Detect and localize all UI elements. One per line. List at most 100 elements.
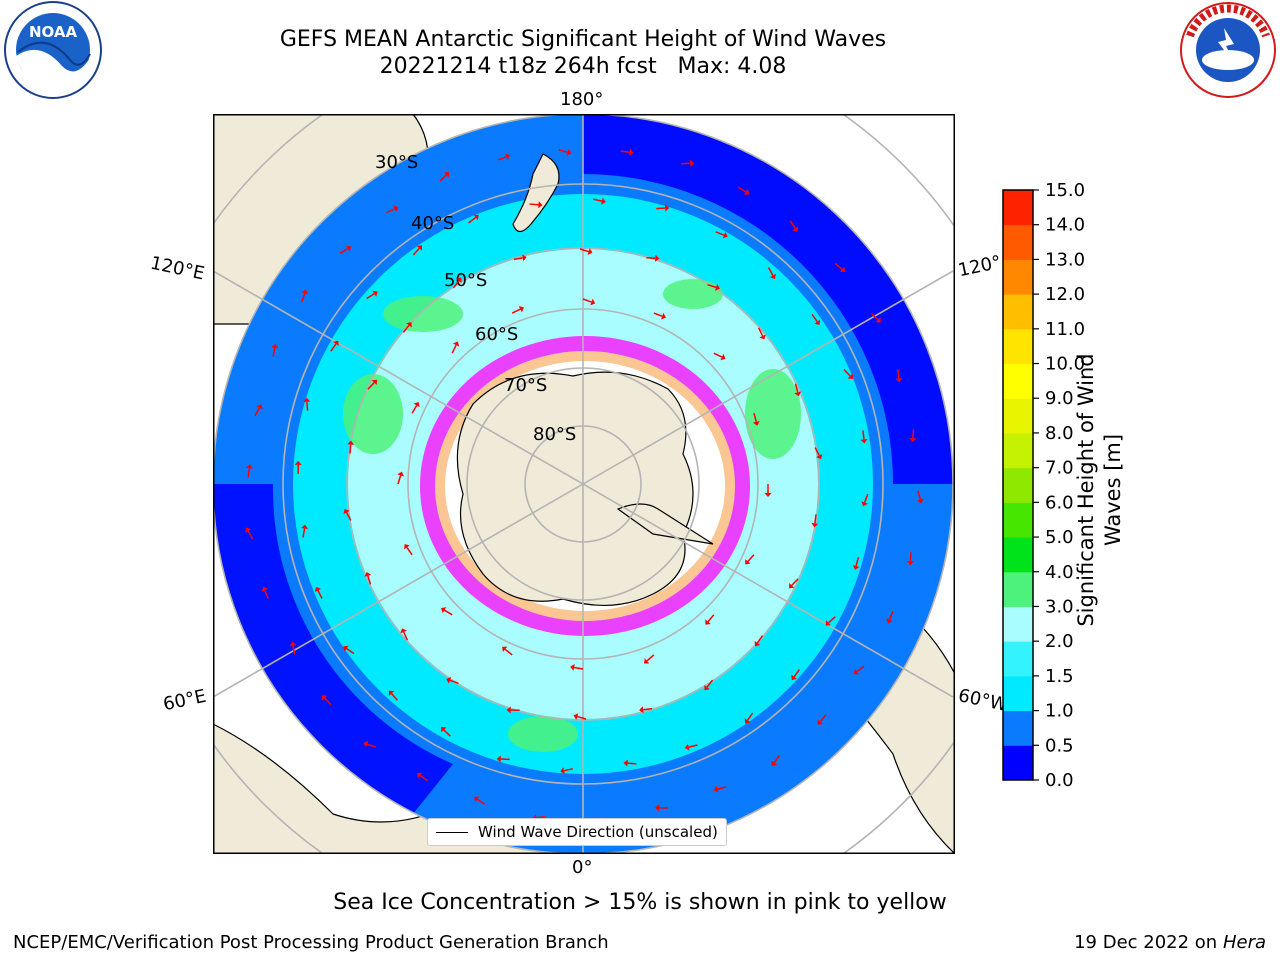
- wind-arrow: [272, 347, 276, 357]
- wind-arrow: [574, 666, 584, 670]
- lat-label-60s: 60°S: [475, 324, 518, 345]
- colorbar-tick-label: 12.0: [1045, 284, 1085, 305]
- wind-arrow: [529, 203, 539, 206]
- lon-label-180: 180°: [560, 89, 604, 110]
- svg-text:NOAA: NOAA: [29, 23, 78, 41]
- wind-arrow: [753, 413, 758, 423]
- colorbar-tick-label: 8.0: [1045, 423, 1074, 444]
- wind-arrow-head: [814, 319, 821, 325]
- polar-map: 30°S 40°S 50°S 60°S 70°S 80°S: [213, 114, 955, 854]
- wind-arrow-head: [587, 248, 593, 255]
- wind-arrow-head: [417, 772, 423, 779]
- wind-arrow: [863, 493, 869, 503]
- wind-arrow-head: [441, 607, 447, 614]
- wind-arrow-head: [860, 439, 868, 444]
- wind-arrow: [707, 283, 717, 289]
- wind-arrow-head: [474, 796, 480, 803]
- wind-arrow-head: [245, 527, 252, 533]
- wind-arrow: [339, 248, 349, 254]
- wind-arrow: [843, 369, 851, 377]
- wind-arrow: [419, 774, 429, 782]
- wind-arrow: [656, 207, 666, 210]
- colorbar-tick-label: 11.0: [1045, 319, 1085, 340]
- lat-label-40s: 40°S: [411, 213, 454, 234]
- colorbar-tick-label: 0.5: [1045, 735, 1074, 756]
- wind-arrow-head: [764, 493, 772, 497]
- wind-arrow: [646, 654, 655, 662]
- lon-label-60e: 60°E: [161, 685, 208, 716]
- colorbar-tick-label: 10.0: [1045, 354, 1085, 375]
- wind-arrow: [536, 816, 546, 819]
- wind-arrow-head: [623, 759, 628, 767]
- footer-credit: NCEP/EMC/Verification Post Processing Pr…: [13, 932, 609, 953]
- wind-arrow: [468, 216, 477, 224]
- wind-arrow-head: [817, 719, 824, 725]
- wind-arrow-head: [713, 785, 719, 793]
- wind-arrow-head: [839, 266, 846, 272]
- wind-arrow-head: [496, 755, 501, 763]
- wind-arrow-head: [895, 377, 903, 383]
- wind-arrow-head: [321, 695, 328, 701]
- wind-arrow: [476, 798, 486, 805]
- wind-arrow-head: [393, 205, 399, 212]
- colorbar-tick-label: 5.0: [1045, 527, 1074, 548]
- colorbar-frame: [1002, 189, 1034, 781]
- wind-arrow: [793, 669, 800, 678]
- wind-arrow-head: [744, 189, 750, 195]
- wind-arrow: [247, 530, 254, 540]
- wind-arrow-head: [303, 397, 311, 403]
- map-border: [213, 114, 955, 854]
- wind-arrow: [264, 590, 269, 599]
- colorbar-tick-label: 7.0: [1045, 458, 1074, 479]
- wind-arrow: [870, 312, 879, 321]
- colorbar-swatch: [1003, 328, 1033, 365]
- wind-arrow-head: [720, 353, 726, 361]
- wind-arrow: [366, 293, 375, 300]
- wind-arrow-head: [502, 646, 508, 653]
- colorbar-swatch: [1003, 467, 1033, 503]
- colorbar-swatch: [1003, 363, 1033, 399]
- colorbar-title-line-1: Significant Height of Wind: [1074, 353, 1098, 627]
- wind-arrow-head: [294, 460, 302, 465]
- wind-arrow-head: [560, 767, 565, 775]
- wind-arrow: [688, 744, 698, 748]
- wind-arrow-head: [847, 373, 853, 379]
- wind-arrow: [563, 768, 574, 772]
- wind-arrow-head: [371, 379, 378, 386]
- wind-arrow: [917, 490, 922, 500]
- wind-arrow-head: [388, 690, 395, 696]
- colorbar-swatch: [1003, 259, 1033, 295]
- wind-arrow-head: [629, 148, 634, 156]
- wind-arrow: [443, 729, 451, 737]
- wind-arrow: [757, 327, 764, 337]
- wind-arrow-head: [722, 231, 728, 239]
- lat-label-30s: 30°S: [375, 152, 418, 173]
- wind-arrow-head: [372, 290, 378, 297]
- wind-arrow-head: [909, 437, 917, 443]
- wind-arrow-head: [364, 571, 372, 577]
- wind-arrow: [592, 198, 603, 202]
- wind-arrow-head: [456, 277, 462, 283]
- wind-arrow: [856, 665, 865, 673]
- wind-arrow: [366, 743, 376, 748]
- colorbar-swatch: [1003, 502, 1033, 538]
- colorbar-swatch: [1003, 641, 1033, 677]
- wind-arrow-head: [789, 582, 795, 589]
- wind-arrow: [897, 369, 900, 379]
- wind-arrow-head: [794, 391, 802, 397]
- wind-arrow: [855, 557, 860, 567]
- wind-arrow-head: [522, 254, 527, 262]
- wind-arrow-head: [347, 440, 355, 445]
- wind-arrow-head: [643, 658, 650, 664]
- wind-arrow: [324, 697, 332, 706]
- wind-arrow: [504, 648, 513, 656]
- wind-arrow: [834, 262, 843, 270]
- legend-line-icon: [436, 831, 468, 833]
- wind-arrow-head: [705, 619, 711, 625]
- colorbar-swatch: [1003, 398, 1033, 434]
- wind-arrow-head: [301, 524, 308, 530]
- wind-arrow-head: [363, 740, 369, 748]
- colorbar-tick-label: 0.0: [1045, 770, 1074, 791]
- wind-arrow: [402, 324, 410, 333]
- wind-arrow: [452, 280, 460, 289]
